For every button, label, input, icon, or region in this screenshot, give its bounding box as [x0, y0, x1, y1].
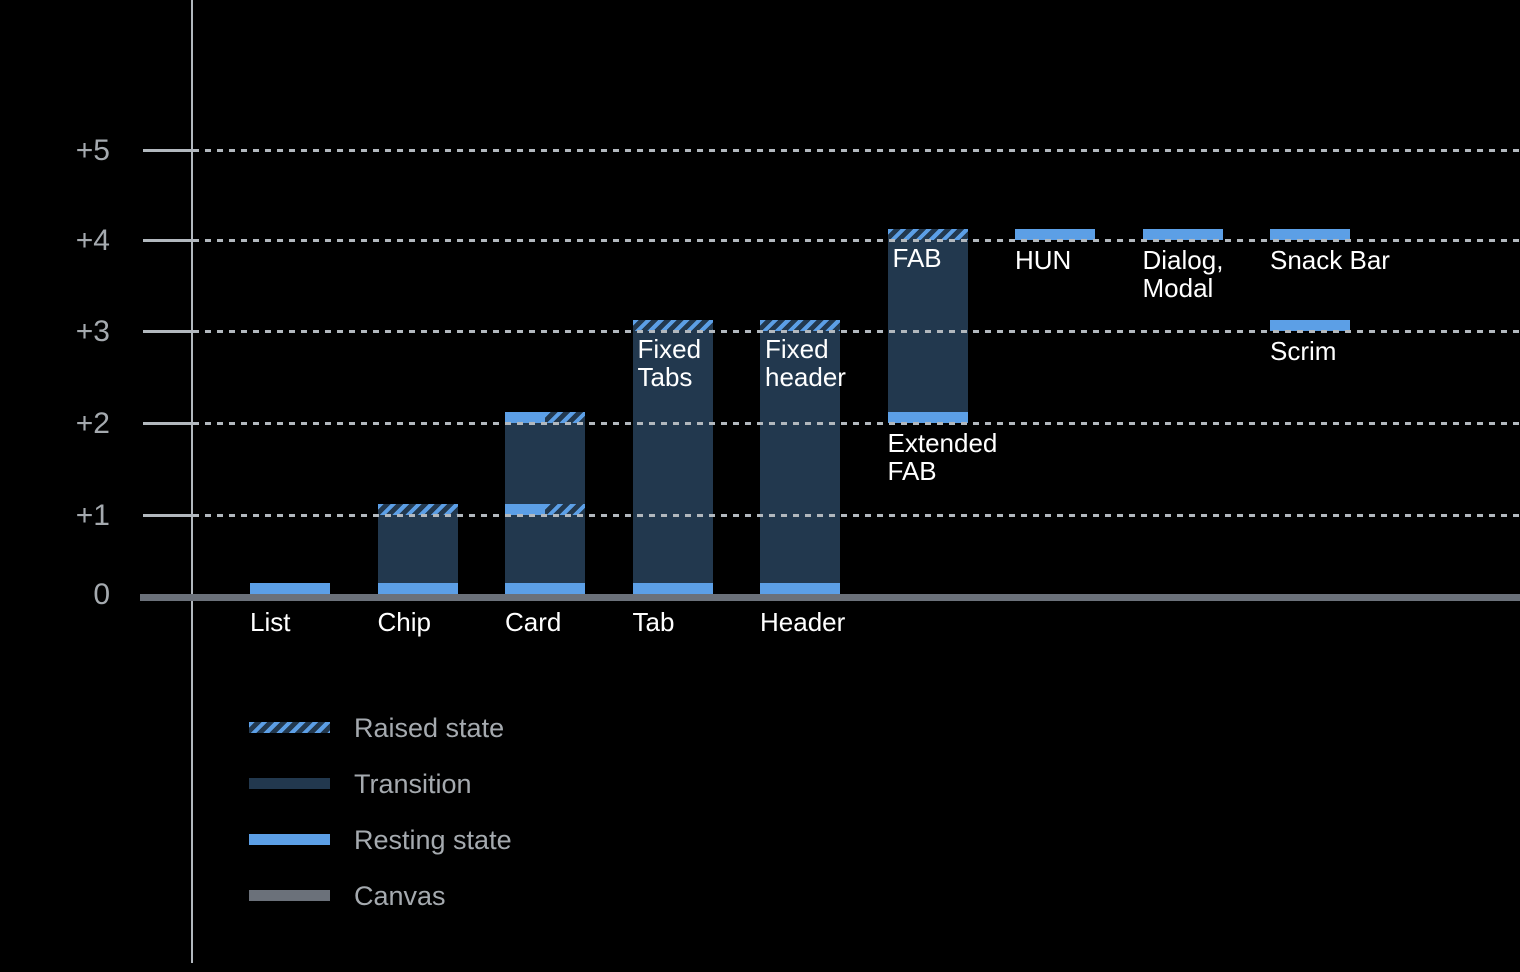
legend-label-raised-state: Raised state — [354, 713, 505, 743]
bar-label-tab: Tab — [633, 608, 675, 636]
band-resting-hun-l4 — [1015, 229, 1095, 240]
y-tick-label-4: +4 — [75, 224, 110, 257]
bar-label-scrim: Scrim — [1270, 337, 1336, 365]
bar-label-extended-fab: Extended FAB — [888, 429, 998, 485]
bar-transition-tab — [632, 320, 713, 594]
band-raised-header-l3 — [760, 320, 840, 331]
legend-label-canvas: Canvas — [354, 881, 446, 911]
bar-label-snack-bar: Snack Bar — [1270, 246, 1390, 274]
y-tick-label-0: 0 — [93, 578, 110, 611]
legend-label-transition: Transition — [354, 769, 472, 799]
legend-swatch-resting — [249, 834, 330, 845]
y-tick-mark — [143, 330, 193, 333]
bar-label-line: List — [250, 607, 291, 637]
inbar-label-tab: Fixed Tabs — [638, 335, 702, 391]
band-resting-snack-bar-l4 — [1270, 229, 1350, 240]
band-raised-half — [545, 504, 585, 515]
band-raised-extended-fab-l4 — [887, 229, 968, 240]
band-resting-list-l0 — [250, 583, 330, 594]
bar-label-line: Modal — [1142, 273, 1214, 303]
bar-label-line: Snack Bar — [1270, 245, 1390, 275]
legend-swatch-canvas — [249, 890, 330, 901]
bar-transition-header — [760, 320, 840, 594]
band-resting-scrim-l3 — [1270, 320, 1350, 331]
band-split-card-l1 — [505, 504, 585, 515]
y-tick-label-1: +1 — [75, 499, 110, 532]
inbar-label-line: FAB — [892, 243, 942, 273]
gridline-level-2 — [193, 422, 1520, 425]
bar-label-line: HUN — [1015, 245, 1072, 275]
bar-transition-chip — [377, 504, 458, 594]
band-raised-chip-l1 — [377, 504, 458, 515]
y-tick-mark — [143, 422, 193, 425]
canvas-baseline — [140, 594, 1520, 601]
bar-label-line: Extended — [887, 428, 998, 458]
band-resting-dialog-modal-l4 — [1142, 229, 1223, 240]
gridline-level-3 — [193, 330, 1520, 333]
legend-label-resting-state: Resting state — [354, 825, 512, 855]
bar-label-line: Card — [505, 607, 562, 637]
band-resting-half — [505, 504, 545, 515]
bar-label-line: Header — [760, 607, 846, 637]
bar-label-card: Card — [505, 608, 561, 636]
bar-label-chip: Chip — [378, 608, 431, 636]
gridline-level-4 — [193, 239, 1520, 242]
band-resting-header-l0 — [760, 583, 840, 594]
band-raised-half — [545, 412, 585, 423]
bar-label-line: FAB — [887, 456, 937, 486]
y-tick-label-2: +2 — [75, 407, 110, 440]
y-tick-mark — [143, 149, 193, 152]
band-resting-half — [505, 412, 545, 423]
inbar-label-extended-fab: FAB — [893, 244, 942, 272]
gridline-level-1 — [193, 514, 1520, 517]
band-raised-tab-l3 — [632, 320, 713, 331]
bar-label-line: Chip — [377, 607, 431, 637]
band-resting-card-l0 — [505, 583, 585, 594]
inbar-label-line: header — [765, 362, 846, 392]
y-axis-line — [191, 0, 193, 963]
y-tick-label-3: +3 — [75, 315, 110, 348]
legend-swatch-raised — [249, 722, 330, 733]
bar-label-dialog-modal: Dialog, Modal — [1143, 246, 1224, 302]
inbar-label-line: Fixed — [637, 334, 702, 364]
bar-label-hun: HUN — [1015, 246, 1071, 274]
band-resting-extended-fab-l2 — [887, 412, 968, 423]
bar-label-line: Tab — [632, 607, 675, 637]
band-resting-chip-l0 — [377, 583, 458, 594]
band-resting-tab-l0 — [632, 583, 713, 594]
inbar-label-line: Fixed — [765, 334, 829, 364]
bar-label-header: Header — [760, 608, 845, 636]
legend-swatch-transition — [249, 778, 330, 789]
y-tick-label-5: +5 — [75, 134, 110, 167]
bar-label-list: List — [250, 608, 290, 636]
band-split-card-l2 — [505, 412, 585, 423]
y-tick-mark — [143, 514, 193, 517]
inbar-label-header: Fixed header — [765, 335, 846, 391]
gridline-level-5 — [193, 149, 1520, 152]
bar-transition-extended-fab — [887, 229, 968, 423]
bar-transition-card — [505, 412, 585, 594]
y-tick-mark — [143, 239, 193, 242]
bar-label-line: Scrim — [1270, 336, 1337, 366]
bar-label-line: Dialog, — [1142, 245, 1224, 275]
inbar-label-line: Tabs — [637, 362, 693, 392]
